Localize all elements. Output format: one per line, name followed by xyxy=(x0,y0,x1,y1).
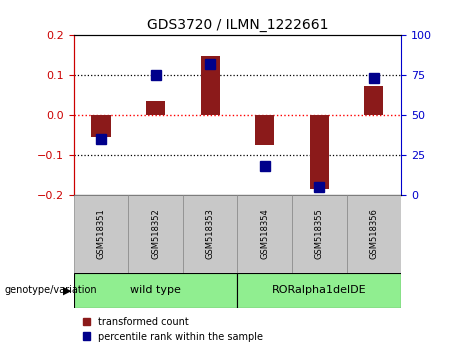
Text: GSM518354: GSM518354 xyxy=(260,208,269,259)
Legend: transformed count, percentile rank within the sample: transformed count, percentile rank withi… xyxy=(79,313,267,346)
Text: genotype/variation: genotype/variation xyxy=(5,285,97,295)
Bar xyxy=(146,101,165,115)
Bar xyxy=(310,115,329,189)
Title: GDS3720 / ILMN_1222661: GDS3720 / ILMN_1222661 xyxy=(147,18,328,32)
Text: GSM518355: GSM518355 xyxy=(315,208,324,259)
Bar xyxy=(237,273,401,308)
Bar xyxy=(74,273,237,308)
Bar xyxy=(237,195,292,273)
Bar xyxy=(74,195,128,273)
Text: GSM518356: GSM518356 xyxy=(369,208,378,259)
Text: ▶: ▶ xyxy=(63,285,71,295)
Bar xyxy=(364,86,384,115)
Text: wild type: wild type xyxy=(130,285,181,295)
Text: GSM518351: GSM518351 xyxy=(96,208,106,259)
Text: GSM518352: GSM518352 xyxy=(151,208,160,259)
Bar xyxy=(255,115,274,145)
Bar xyxy=(292,195,347,273)
Bar xyxy=(201,56,220,115)
Text: RORalpha1delDE: RORalpha1delDE xyxy=(272,285,366,295)
Bar xyxy=(128,195,183,273)
Bar xyxy=(91,115,111,137)
Bar xyxy=(347,195,401,273)
Bar xyxy=(183,195,237,273)
Text: GSM518353: GSM518353 xyxy=(206,208,215,259)
